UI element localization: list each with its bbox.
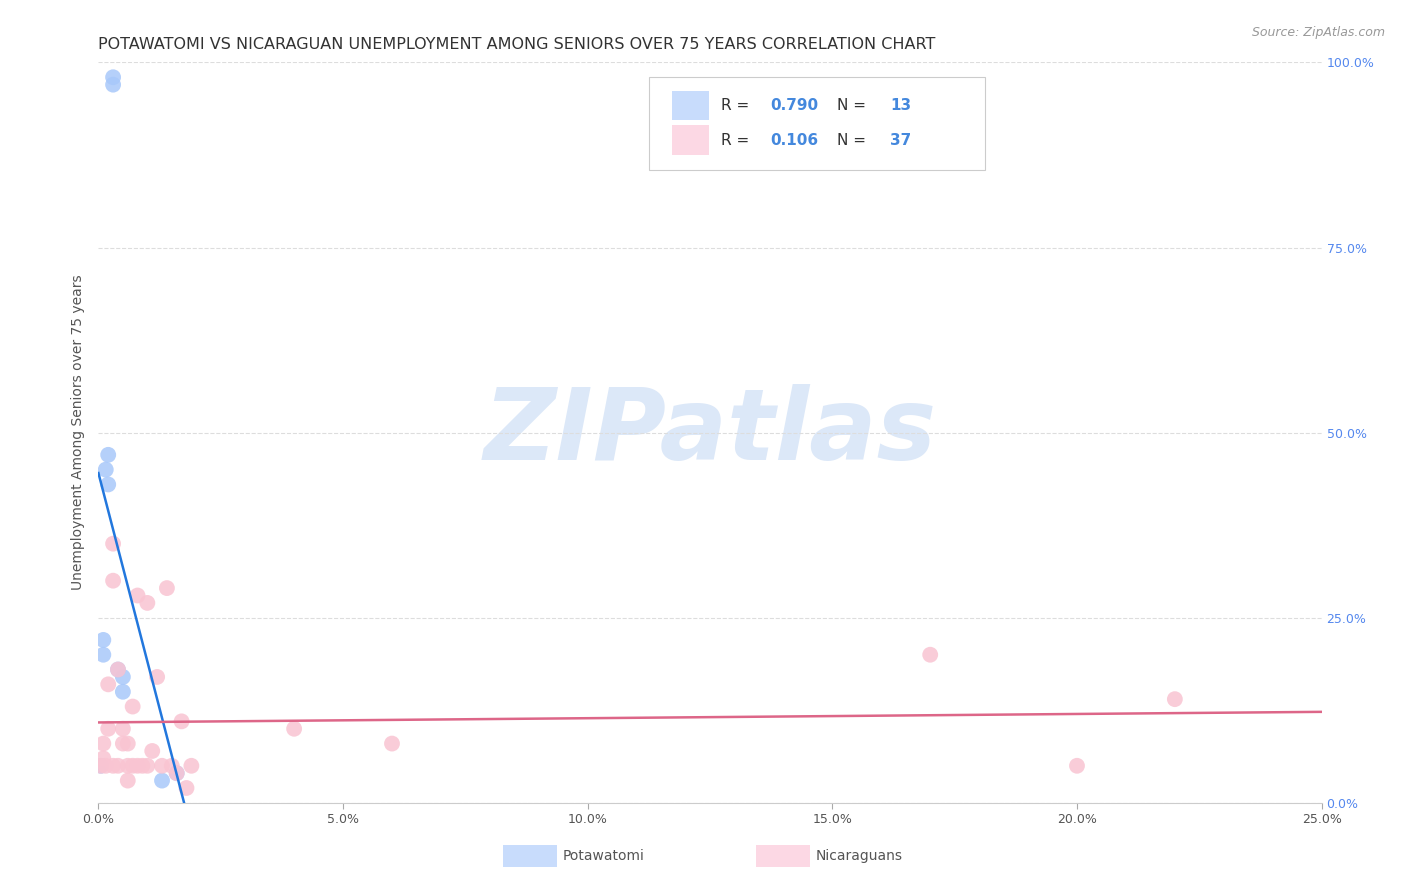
Text: Source: ZipAtlas.com: Source: ZipAtlas.com [1251, 26, 1385, 39]
Point [381, 737, 404, 751]
Point [121, 758, 143, 772]
Text: N =: N = [837, 98, 872, 113]
FancyBboxPatch shape [672, 91, 709, 120]
Point [94, 462, 117, 476]
FancyBboxPatch shape [672, 126, 709, 155]
Point [166, 766, 188, 780]
Point [920, 648, 942, 662]
Point [107, 663, 129, 677]
Point [127, 589, 149, 603]
Point [141, 744, 163, 758]
Point [107, 663, 129, 677]
Point [1066, 758, 1088, 772]
Point [136, 758, 159, 772]
Y-axis label: Unemployment Among Seniors over 75 years: Unemployment Among Seniors over 75 years [72, 275, 86, 591]
Text: R =: R = [721, 98, 754, 113]
Point [111, 722, 134, 736]
Point [150, 773, 173, 788]
Point [107, 758, 129, 772]
Point [91, 648, 114, 662]
Point [150, 758, 173, 772]
Point [131, 758, 153, 772]
Point [127, 758, 149, 772]
Point [101, 574, 124, 588]
Point [283, 722, 305, 736]
Point [90, 758, 112, 772]
Point [160, 758, 183, 772]
Point [97, 477, 120, 491]
Point [94, 758, 117, 772]
Point [111, 685, 134, 699]
Text: 0.790: 0.790 [770, 98, 818, 113]
Point [97, 722, 120, 736]
Text: R =: R = [721, 133, 754, 148]
Text: ZIPatlas: ZIPatlas [484, 384, 936, 481]
Point [136, 596, 159, 610]
Point [156, 581, 179, 595]
Point [166, 766, 188, 780]
Point [91, 737, 114, 751]
Point [180, 758, 202, 772]
Point [91, 632, 114, 647]
Point [176, 780, 198, 795]
Point [101, 536, 124, 550]
Point [101, 758, 124, 772]
Text: Potawatomi: Potawatomi [562, 849, 644, 863]
Point [146, 670, 169, 684]
Point [91, 751, 114, 765]
Point [90, 758, 112, 772]
Point [170, 714, 193, 729]
Text: Nicaraguans: Nicaraguans [815, 849, 903, 863]
Point [97, 677, 120, 691]
Point [117, 737, 139, 751]
Text: 13: 13 [890, 98, 911, 113]
Text: 37: 37 [890, 133, 911, 148]
Point [1164, 692, 1187, 706]
Point [111, 737, 134, 751]
Point [101, 78, 124, 92]
Point [101, 70, 124, 85]
Text: 0.106: 0.106 [770, 133, 818, 148]
Text: N =: N = [837, 133, 872, 148]
Point [121, 699, 143, 714]
Point [117, 773, 139, 788]
FancyBboxPatch shape [648, 78, 986, 169]
Point [97, 448, 120, 462]
Text: POTAWATOMI VS NICARAGUAN UNEMPLOYMENT AMONG SENIORS OVER 75 YEARS CORRELATION CH: POTAWATOMI VS NICARAGUAN UNEMPLOYMENT AM… [98, 37, 936, 52]
Point [117, 758, 139, 772]
Point [111, 670, 134, 684]
